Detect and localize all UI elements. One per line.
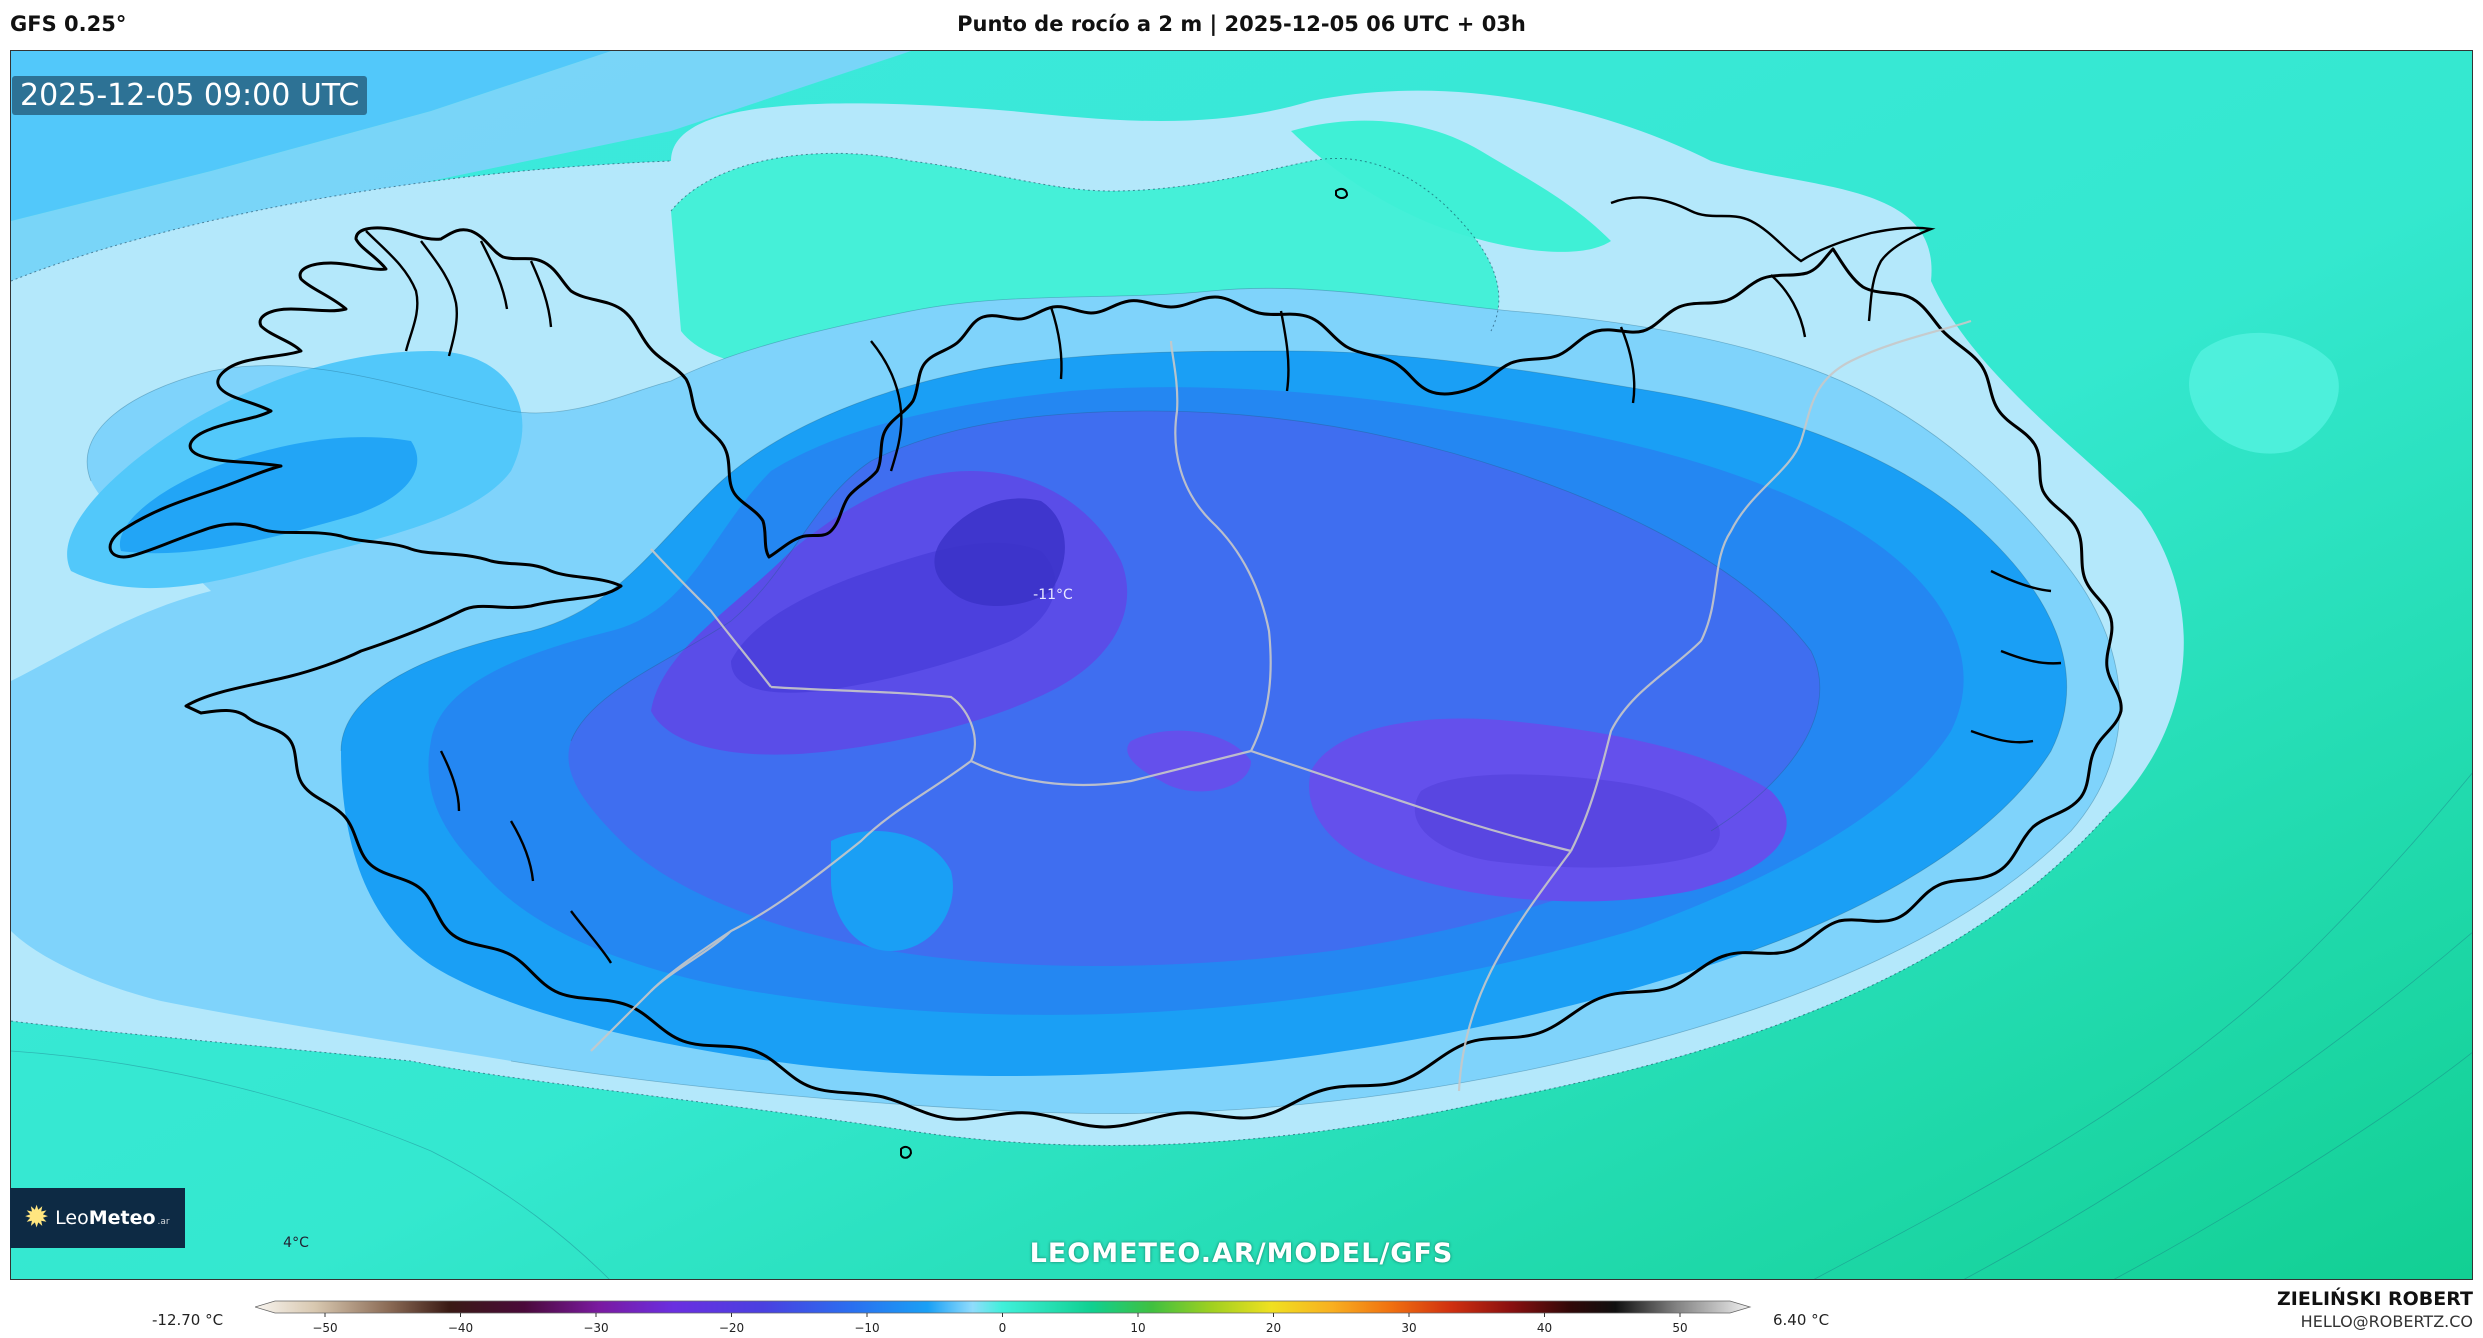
colorbar-ticks: −50 −40 −30 −20 −10 0 10 20 30 40 50 — [312, 1313, 1688, 1335]
author-block: ZIELIŃSKI ROBERT HELLO@ROBERTZ.CO — [2277, 1288, 2473, 1331]
map-title: Punto de rocío a 2 m | 2025-12-05 06 UTC… — [957, 12, 1526, 36]
colorbar-tick-label: −50 — [312, 1321, 337, 1335]
contour-pale-nw — [11, 51, 911, 301]
map-panel[interactable]: -11°C 4°C — [10, 50, 2473, 1280]
colorbar-tick-label: 10 — [1130, 1321, 1145, 1335]
contour-lines — [11, 287, 2472, 1279]
fjord-details — [365, 230, 2062, 964]
author-name: ZIELIŃSKI ROBERT — [2277, 1288, 2473, 1310]
colorbar-tick-label: −20 — [719, 1321, 744, 1335]
model-name: GFS 0.25° — [10, 12, 127, 36]
colorbar-tick-label: −10 — [854, 1321, 879, 1335]
contour-cold-core-mid — [1127, 730, 1251, 792]
leometeo-logo[interactable]: ✹ LeoMeteo .ar — [10, 1188, 185, 1248]
colorbar-min-value: -12.70 °C — [152, 1311, 224, 1329]
sun-icon: ✹ — [24, 1200, 50, 1235]
colorbar-tick-label: 0 — [999, 1321, 1007, 1335]
colorbar-tick-label: 40 — [1537, 1321, 1552, 1335]
valid-time-badge: 2025-12-05 09:00 UTC — [12, 76, 368, 115]
contour-turquoise-ne — [1291, 120, 1611, 252]
min-temp-label: -11°C — [1033, 587, 1073, 603]
small-island — [1335, 187, 1349, 199]
contour-cold-core-east-inner — [1414, 774, 1720, 868]
colorbar-tick-label: 50 — [1672, 1321, 1687, 1335]
header: GFS 0.25° Punto de rocío a 2 m | 2025-12… — [0, 0, 2483, 50]
south-island — [900, 1145, 913, 1159]
region-borders — [590, 319, 1972, 1092]
colorbar-tick-label: 20 — [1266, 1321, 1281, 1335]
colorbar-fill — [255, 1300, 1752, 1314]
colorbar-tick-label: −30 — [583, 1321, 608, 1335]
north-coast-detail — [1610, 196, 1936, 322]
corner-temp-label: 4°C — [283, 1235, 309, 1251]
colorbar-max-value: 6.40 °C — [1773, 1311, 1830, 1329]
contour-ne-patch — [2189, 332, 2339, 454]
contour-nw-inner — [119, 437, 418, 554]
colorbar: −50 −40 −30 −20 −10 0 10 20 30 40 50 — [255, 1300, 1752, 1335]
website-url[interactable]: LEOMETEO.AR/MODEL/GFS — [1029, 1238, 1454, 1269]
iceland-coastline — [108, 226, 2123, 1129]
colorbar-tick-label: −40 — [448, 1321, 473, 1335]
contour-cold-core-peak — [934, 498, 1065, 606]
logo-text: LeoMeteo .ar — [55, 1207, 170, 1229]
author-email[interactable]: HELLO@ROBERTZ.CO — [2300, 1312, 2473, 1331]
colorbar-tick-label: 30 — [1401, 1321, 1416, 1335]
dewpoint-map: -11°C 4°C — [11, 51, 2472, 1279]
contour-south-pocket — [831, 831, 953, 951]
